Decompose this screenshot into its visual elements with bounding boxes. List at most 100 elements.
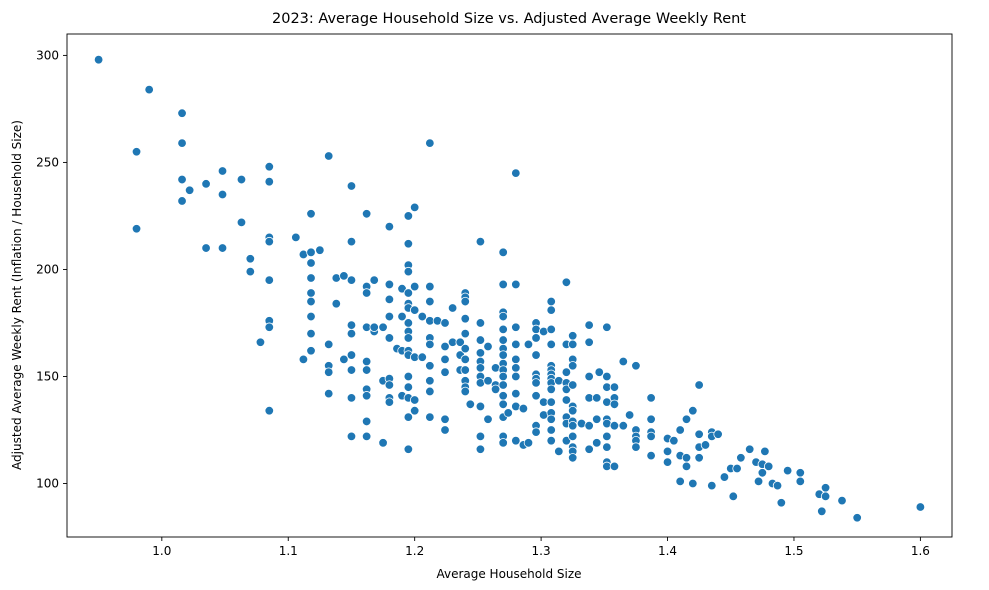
- data-point-11: [217, 166, 228, 176]
- data-point-104: [403, 444, 414, 454]
- data-point-313: [745, 444, 755, 454]
- y-tick-label: 200: [36, 262, 59, 276]
- data-point-48: [339, 354, 349, 365]
- data-point-231: [561, 395, 572, 405]
- data-point-29: [298, 354, 309, 365]
- data-point-186: [511, 354, 521, 365]
- data-point-22: [264, 236, 274, 247]
- data-point-67: [361, 431, 372, 442]
- data-point-106: [409, 281, 420, 292]
- y-tick-label: 250: [36, 155, 59, 169]
- data-point-321: [772, 480, 783, 491]
- data-point-291: [675, 425, 685, 435]
- data-point-265: [602, 431, 612, 442]
- data-point-49: [346, 181, 357, 191]
- x-tick-label: 1.5: [784, 544, 803, 558]
- data-point-148: [475, 318, 486, 328]
- data-point-47: [339, 271, 349, 281]
- data-point-243: [568, 421, 578, 431]
- data-point-315: [753, 476, 764, 487]
- data-point-20: [264, 176, 274, 187]
- data-point-318: [760, 446, 770, 457]
- x-axis: 1.0 1.1 1.2 1.3 1.4 1.5 1.6: [152, 537, 930, 558]
- data-point-91: [403, 266, 414, 277]
- data-point-277: [631, 361, 641, 371]
- data-point-127: [440, 367, 450, 377]
- data-point-189: [511, 388, 521, 399]
- data-point-68: [369, 275, 379, 285]
- data-point-40: [324, 151, 334, 161]
- data-point-1: [131, 147, 142, 157]
- data-point-2: [131, 224, 142, 234]
- data-point-62: [361, 356, 372, 367]
- data-point-303: [700, 440, 711, 450]
- data-point-57: [346, 431, 357, 442]
- data-point-14: [236, 174, 247, 185]
- data-point-323: [782, 465, 793, 476]
- data-point-271: [609, 399, 620, 409]
- data-point-187: [511, 363, 521, 373]
- data-point-15: [236, 217, 247, 228]
- data-point-36: [306, 311, 316, 322]
- data-point-329: [820, 491, 831, 502]
- y-tick-label: 150: [36, 369, 59, 383]
- data-point-293: [675, 476, 685, 487]
- data-point-296: [681, 461, 692, 472]
- data-point-157: [475, 444, 486, 454]
- data-point-221: [546, 414, 556, 424]
- data-point-255: [592, 393, 602, 403]
- data-point-71: [378, 322, 388, 332]
- data-point-120: [425, 376, 435, 386]
- data-point-124: [440, 318, 450, 328]
- data-point-174: [498, 371, 508, 382]
- data-point-44: [324, 388, 334, 399]
- data-point-164: [498, 247, 508, 258]
- data-point-103: [403, 412, 414, 422]
- data-point-272: [609, 421, 620, 431]
- data-point-184: [511, 322, 521, 332]
- data-point-235: [568, 331, 578, 341]
- data-point-239: [568, 380, 578, 390]
- data-point-122: [425, 412, 435, 422]
- data-point-110: [409, 406, 420, 416]
- data-point-219: [546, 397, 556, 407]
- data-point-332: [915, 502, 926, 512]
- data-point-241: [568, 406, 578, 416]
- data-point-195: [523, 438, 534, 448]
- data-point-311: [732, 463, 742, 474]
- data-point-300: [694, 429, 704, 439]
- data-point-17: [245, 266, 256, 277]
- data-point-322: [776, 498, 787, 508]
- data-point-330: [837, 495, 847, 506]
- data-point-76: [384, 294, 395, 305]
- data-point-299: [694, 380, 704, 390]
- data-point-133: [455, 337, 465, 347]
- data-point-34: [306, 288, 316, 298]
- data-point-191: [511, 435, 521, 446]
- data-point-254: [584, 444, 594, 454]
- data-point-115: [425, 296, 435, 307]
- data-point-331: [852, 513, 862, 523]
- data-point-33: [306, 273, 316, 283]
- data-point-125: [440, 341, 450, 352]
- data-point-43: [324, 367, 334, 377]
- data-point-41: [324, 339, 334, 350]
- data-point-185: [511, 339, 521, 350]
- data-point-171: [498, 350, 508, 360]
- data-point-210: [546, 305, 556, 315]
- x-tick-label: 1.3: [532, 544, 551, 558]
- plot-frame: [66, 33, 953, 538]
- data-point-56: [346, 393, 357, 403]
- data-point-30: [306, 209, 316, 219]
- data-point-13: [217, 243, 228, 253]
- data-point-327: [817, 506, 827, 517]
- data-point-25: [264, 322, 274, 332]
- data-point-177: [498, 399, 508, 409]
- data-point-74: [384, 221, 395, 232]
- x-tick-label: 1.1: [279, 544, 298, 558]
- data-point-63: [361, 365, 372, 375]
- data-point-138: [460, 313, 470, 324]
- data-point-260: [602, 371, 612, 382]
- data-point-205: [531, 427, 541, 437]
